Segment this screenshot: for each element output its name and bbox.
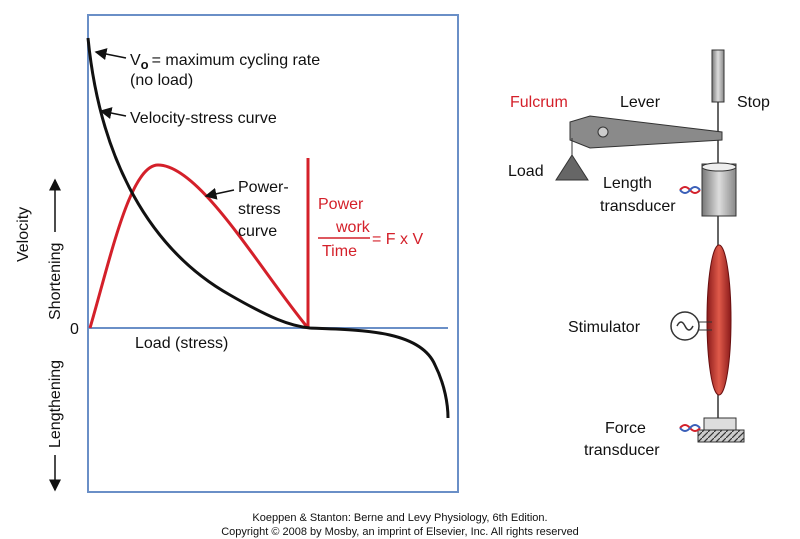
- power-stress-label: curve: [238, 223, 277, 240]
- time-label: Time: [322, 243, 357, 260]
- v0-subscript: o: [141, 57, 149, 72]
- graph-frame: [87, 14, 459, 493]
- power-curve: [88, 163, 310, 329]
- fulcrum-label: Fulcrum: [510, 94, 568, 111]
- formula: = F x V: [372, 231, 423, 248]
- v0-symbol: V: [130, 52, 141, 69]
- arrow: [94, 48, 127, 60]
- footer: Copyright © 2008 by Mosby, an imprint of…: [221, 526, 579, 538]
- base: [697, 429, 745, 443]
- cable: [679, 424, 701, 432]
- no-load: (no load): [130, 72, 193, 89]
- origin-label: 0: [70, 321, 79, 338]
- cable: [679, 186, 701, 194]
- y-axis-label: Velocity: [15, 207, 32, 262]
- force-transducer: [703, 417, 737, 431]
- power-label: Power: [318, 196, 364, 213]
- stop-label: Stop: [737, 94, 770, 111]
- velocity-curve: [86, 37, 450, 419]
- length-transducer-label: Length: [603, 175, 652, 192]
- velocity-stress-label: Velocity-stress curve: [130, 110, 277, 127]
- fulcrum: [597, 126, 609, 138]
- v0-text: = maximum cycling rate: [152, 52, 321, 69]
- arrow: [99, 107, 127, 119]
- force-transducer-label: transducer: [584, 442, 660, 459]
- lever: [569, 115, 723, 149]
- load-weight: [555, 154, 589, 181]
- stimulator-label: Stimulator: [568, 319, 641, 336]
- cylinder-top: [701, 162, 737, 172]
- x-axis-label: Load (stress): [135, 335, 228, 352]
- power-stress-label: Power-: [238, 179, 289, 196]
- power-stress-label: stress: [238, 201, 281, 218]
- work-label: work: [335, 219, 371, 236]
- force-transducer-label: Force: [605, 420, 646, 437]
- shortening-label: Shortening: [47, 243, 64, 320]
- footer: Koeppen & Stanton: Berne and Levy Physio…: [252, 512, 547, 524]
- lengthening-label: Lengthening: [47, 360, 64, 448]
- arrow: [204, 187, 235, 200]
- stop: [711, 49, 725, 103]
- muscle: [706, 244, 732, 396]
- v0-label: Vo = maximum cycling rate: [130, 52, 320, 72]
- load-label: Load: [508, 163, 544, 180]
- length-transducer: [701, 163, 737, 217]
- sine: [676, 321, 694, 331]
- length-transducer-label: transducer: [600, 198, 676, 215]
- lever-label: Lever: [620, 94, 661, 111]
